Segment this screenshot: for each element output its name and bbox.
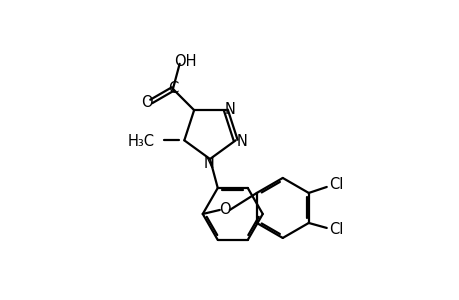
- Text: N: N: [224, 102, 235, 117]
- Text: N: N: [203, 156, 214, 171]
- Text: C: C: [168, 81, 178, 96]
- Text: O: O: [141, 95, 153, 110]
- Text: OH: OH: [174, 54, 196, 69]
- Text: Cl: Cl: [329, 223, 343, 238]
- Text: H₃C: H₃C: [127, 134, 154, 149]
- Text: Cl: Cl: [329, 178, 343, 193]
- Text: O: O: [218, 202, 230, 217]
- Text: N: N: [236, 134, 247, 149]
